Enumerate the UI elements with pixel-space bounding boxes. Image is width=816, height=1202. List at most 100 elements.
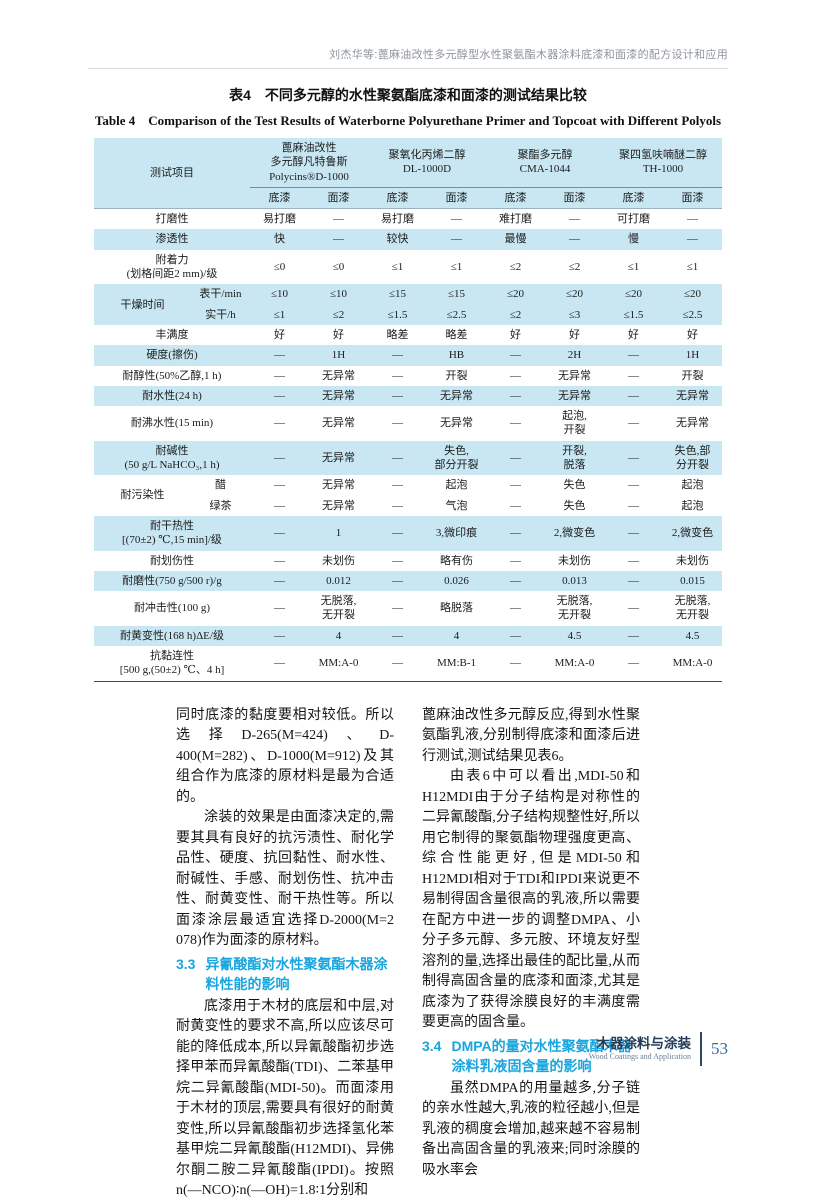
table-cell: —: [628, 657, 639, 670]
table-cell: 快: [273, 233, 285, 246]
table-cell: —: [687, 213, 698, 226]
table-cell: 起泡, 开裂: [562, 410, 587, 437]
table-cell: 开裂: [445, 369, 468, 382]
coat-type-header: 底漆: [249, 187, 309, 209]
table-cell: 未划伤: [676, 554, 709, 567]
row-label: 耐碱性 (50 g/L NaHCO₃,1 h): [124, 444, 220, 472]
table-cell: —: [510, 527, 521, 540]
coat-type-header: 底漆: [486, 187, 545, 209]
table-cell: —: [628, 554, 639, 567]
item-header-cell: 测试项目: [93, 138, 250, 209]
table-cell: —: [510, 451, 521, 464]
row-sub-label: 醋: [214, 479, 226, 492]
table-row: 渗透性 快 — 较快 — 最慢 — 慢 —: [93, 229, 722, 250]
table-cell: —: [628, 451, 639, 464]
table-row: 附着力 (划格间距2 mm)/级 ≤0 ≤0 ≤1 ≤1 ≤2 ≤2 ≤1 ≤1: [94, 250, 722, 285]
table-cell: 略差: [445, 328, 468, 341]
table-cell: 4: [453, 629, 460, 642]
table-cell: —: [628, 574, 639, 587]
journal-name-block: 木器涂料与涂装 Wood Coatings and Application: [589, 1036, 691, 1061]
table-cell: —: [510, 657, 521, 670]
table-cell: —: [687, 233, 698, 246]
table-cell: —: [392, 629, 403, 642]
row-sub-label: 实干/h: [205, 308, 236, 321]
table-cell: —: [273, 657, 285, 670]
table-row: 耐醇性(50%乙醇,1 h) — 无异常 — 开裂 — 无异常 — 开裂: [94, 366, 722, 386]
table-cell: 1: [335, 527, 342, 540]
section-title: DMPA的量对水性聚氨酯木器涂料乳液固含量的影响: [451, 1037, 632, 1075]
section-title: 异氰酸酯对水性聚氨酯木器涂料性能的影响: [205, 955, 388, 993]
left-column: 同时底漆的黏度要相对较低。所以选择D-265(M=424)、D-400(M=28…: [176, 706, 394, 1202]
row-label: 干燥时间: [120, 298, 165, 311]
row-label: 耐黄变性(168 h)ΔE/级: [120, 629, 224, 642]
table-cell: —: [628, 479, 639, 492]
table-cell: —: [510, 602, 521, 615]
table-cell: —: [392, 554, 403, 567]
coat-type-header: 底漆: [368, 187, 427, 209]
row-sub-label: 绿茶: [209, 499, 232, 512]
table-cell: —: [392, 389, 403, 402]
table-cell: 无脱落, 无开裂: [674, 595, 711, 622]
table-cell: 1H: [685, 349, 700, 362]
table-cell: —: [273, 499, 285, 512]
right-column: 蓖麻油改性多元醇反应,得到水性聚氨酯乳液,分别制得底漆和面漆后进行测试,测试结果…: [422, 706, 640, 1202]
table-row: 实干/h ≤1 ≤2 ≤1.5 ≤2.5 ≤2 ≤3 ≤1.5 ≤2.5: [93, 304, 722, 325]
paragraph: 由表6中可以看出,MDI-50和H12MDI由于分子结构是对称性的二异氰酸酯,分…: [422, 769, 640, 1031]
table-cell: 0.012: [326, 574, 351, 587]
polyol-group-header: 聚酯多元醇 CMA-1044: [486, 138, 604, 188]
table-cell: —: [510, 574, 521, 587]
table-cell: —: [628, 389, 639, 402]
table-cell: 失色: [563, 499, 586, 512]
row-label: 硬度(擦伤): [146, 349, 198, 362]
table-cell: 无异常: [321, 451, 355, 464]
journal-name-cn: 木器涂料与涂装: [596, 1036, 692, 1052]
table-row: 打磨性 易打磨 — 易打磨 — 难打磨 — 可打磨 —: [94, 209, 722, 230]
table-cell: —: [510, 417, 521, 430]
row-label: 耐磨性(750 g/500 r)/g: [122, 574, 222, 587]
table-cell: 易打磨: [381, 213, 414, 226]
running-head-wrap: 刘杰华等:蓖麻油改性多元醇型水性聚氨酯木器涂料底漆和面漆的配方设计和应用: [88, 0, 728, 69]
table-cell: ≤1: [273, 308, 286, 321]
footer-divider: [700, 1032, 702, 1066]
table-cell: —: [510, 554, 521, 567]
table-cell: 好: [687, 328, 698, 341]
table-cell: ≤10: [329, 288, 348, 301]
table-cell: —: [392, 417, 403, 430]
table-cell: —: [569, 213, 580, 226]
section-number: 3.3: [176, 955, 196, 972]
table-cell: 4: [335, 629, 342, 642]
table-row: 丰满度 好 好 略差 略差 好 好 好 好: [94, 325, 722, 345]
table-cell: —: [332, 233, 344, 246]
table-cell: 可打磨: [617, 213, 650, 226]
polyol-group-header: 聚四氢呋喃醚二醇 TH-1000: [604, 138, 722, 188]
table-cell: 无异常: [676, 389, 709, 402]
table-cell: —: [510, 349, 521, 362]
table-cell: 2,微变色: [671, 527, 714, 540]
row-label: 打磨性: [155, 213, 189, 226]
table-cell: —: [273, 629, 285, 642]
coat-type-header: 面漆: [663, 187, 722, 209]
table-cell: —: [628, 417, 639, 430]
table-cell: ≤0: [332, 260, 345, 273]
table-cell: 好: [510, 328, 521, 341]
table-cell: 好: [628, 328, 639, 341]
table-cell: HB: [448, 349, 465, 362]
table-cell: —: [392, 527, 403, 540]
table-cell: —: [628, 527, 639, 540]
table-cell: —: [273, 349, 285, 362]
table-cell: —: [392, 657, 403, 670]
table-cell: 无异常: [321, 479, 355, 492]
row-label: 渗透性: [155, 233, 189, 246]
table-cell: ≤1: [686, 260, 699, 273]
table-cell: 无异常: [676, 417, 709, 430]
table-cell: —: [332, 213, 344, 226]
table-row: 耐冲击性(100 g) — 无脱落, 无开裂 — 略脱落 — 无脱落, 无开裂 — 无脱落, 无…: [94, 591, 722, 626]
table-cell: —: [392, 451, 403, 464]
table-row: 耐干热性 [(70±2) ℃,15 min]/级 — 1 — 3,微印痕 — 2,微变色 — 2…: [93, 515, 722, 551]
table-title-cn: 表4 不同多元醇的水性聚氨酯底漆和面漆的测试结果比较: [229, 87, 587, 103]
table-cell: 3,微印痕: [435, 527, 478, 540]
table-cell: —: [392, 602, 403, 615]
table-cell: —: [273, 574, 285, 587]
table-head: 测试项目 蓖麻油改性 多元醇凡特鲁斯 Polycins®D-1000 聚氧化丙烯二醇…: [93, 138, 722, 209]
table-cell: —: [392, 369, 403, 382]
